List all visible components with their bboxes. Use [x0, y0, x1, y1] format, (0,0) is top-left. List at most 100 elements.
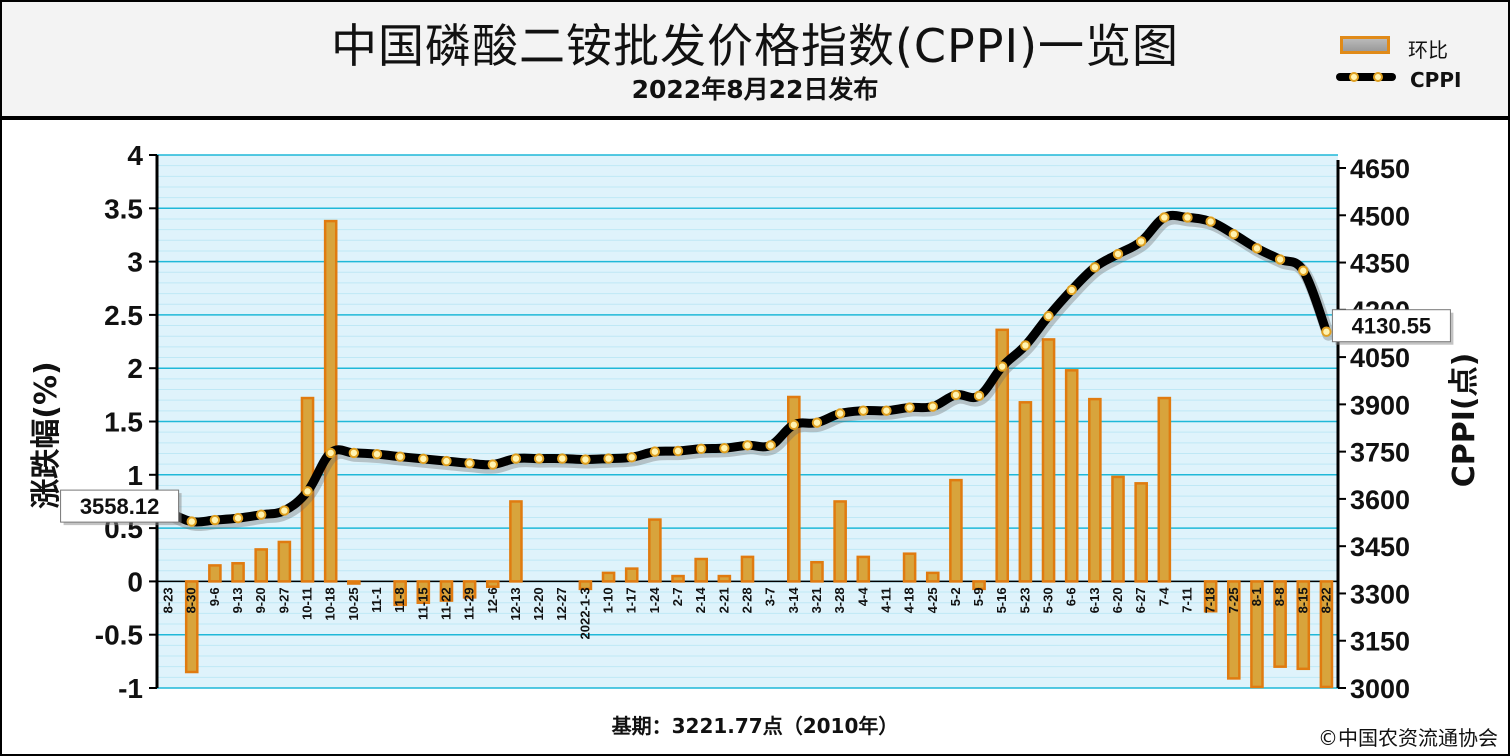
x-tick-label: 12-20: [531, 587, 546, 620]
bar: [323, 219, 338, 583]
bar: [787, 395, 801, 583]
annotation-box: [60, 489, 180, 523]
legend-line-label: CPPI: [1410, 68, 1462, 92]
x-tick-label: 7-25: [1226, 587, 1241, 613]
bar: [578, 580, 593, 591]
bar: [902, 552, 917, 583]
x-tick-label: 9-20: [253, 587, 268, 613]
right-axis-title: CPPI(点): [1447, 353, 1482, 488]
bar: [624, 567, 639, 583]
cppi-point: [557, 453, 568, 464]
cppi-point: [1228, 228, 1239, 240]
cppi-point: [394, 451, 406, 462]
left-axis-tick-label: 4: [127, 140, 143, 171]
x-tick-label: 5-16: [994, 587, 1009, 613]
left-axis-tick-label: -1: [118, 673, 143, 704]
right-axis-tick-label: 3300: [1350, 579, 1410, 609]
cppi-point: [186, 516, 197, 527]
cppi-point: [904, 402, 915, 413]
cppi-point: [973, 390, 985, 402]
bar: [1064, 369, 1079, 583]
cppi-point: [1251, 243, 1263, 254]
cppi-point: [232, 512, 244, 524]
bar: [485, 580, 500, 588]
x-tick-label: 12-6: [485, 587, 500, 613]
bar: [347, 580, 361, 585]
bar: [1088, 397, 1102, 583]
cppi-point: [1112, 248, 1124, 260]
x-tick-label: 4-18: [902, 587, 917, 613]
cppi-point: [1020, 340, 1031, 351]
x-tick-label: 3-14: [786, 587, 801, 614]
cppi-point: [580, 454, 591, 465]
cppi-point: [927, 401, 938, 412]
cppi-point: [371, 448, 383, 460]
cppi-point: [811, 417, 823, 428]
x-tick-label: 7-4: [1156, 587, 1171, 607]
bar: [208, 564, 222, 583]
cppi-point: [510, 453, 522, 464]
x-tick-label: 6-6: [1064, 587, 1079, 606]
right-axis-tick-label: 3000: [1350, 674, 1410, 704]
bar: [810, 560, 824, 583]
left-axis-title: 涨跌幅(%): [29, 361, 64, 508]
cppi-point: [1205, 216, 1216, 227]
legend-bar-label: 环比: [1408, 38, 1448, 62]
cppi-point: [858, 405, 869, 416]
bar: [1250, 580, 1264, 689]
bar: [416, 580, 431, 604]
x-tick-label: 11-15: [415, 587, 430, 620]
plot-band: [157, 261, 1338, 315]
left-axis-tick-label: 1: [127, 460, 143, 491]
annotation-label: 4130.55: [1352, 314, 1432, 339]
cppi-point: [418, 453, 429, 465]
cppi-point: [1182, 212, 1193, 223]
footer-base-period: 基期：3221.77点（2010年）: [611, 714, 899, 738]
x-tick-label: 12-27: [554, 587, 569, 620]
right-axis-tick-label: 3900: [1350, 390, 1410, 420]
x-tick-label: 6-27: [1133, 587, 1148, 613]
right-axis-tick-label: 3600: [1350, 485, 1410, 515]
cppi-point: [1135, 236, 1147, 247]
cppi-point: [765, 440, 776, 451]
left-axis-tick-label: 0: [127, 566, 143, 597]
cppi-point: [302, 486, 313, 497]
plot-band: [157, 634, 1338, 688]
x-tick-label: 1-10: [601, 587, 616, 613]
left-axis-tick-label: -0.5: [95, 620, 143, 651]
cppi-point: [742, 440, 753, 451]
plot-band: [157, 155, 1338, 209]
cppi-point: [1043, 310, 1054, 322]
cppi-point: [695, 443, 707, 454]
cppi-point: [672, 445, 684, 457]
right-axis-tick-label: 4650: [1350, 154, 1410, 184]
x-tick-label: 6-13: [1087, 587, 1102, 613]
x-tick-label: 8-22: [1318, 587, 1333, 613]
cppi-point: [464, 458, 475, 469]
right-axis-tick-label: 3750: [1350, 438, 1410, 468]
bar: [694, 557, 708, 583]
cppi-point: [325, 447, 336, 459]
bar: [462, 580, 477, 599]
bar: [717, 574, 732, 583]
cppi-point: [626, 452, 637, 463]
bar: [1273, 580, 1287, 668]
x-tick-label: 1-17: [624, 587, 639, 613]
x-tick-label: 4-4: [855, 587, 870, 607]
x-tick-label: 8-15: [1295, 587, 1310, 613]
chart-header: [2, 2, 1508, 120]
x-tick-label: 8-30: [184, 587, 199, 613]
x-tick-label: 8-23: [161, 587, 176, 613]
x-tick-label: 1-24: [647, 587, 662, 614]
bar: [393, 580, 407, 607]
cppi-point: [788, 419, 800, 431]
right-axis-tick-label: 4500: [1350, 201, 1410, 231]
x-tick-label: 11-8: [392, 587, 407, 612]
bar: [671, 574, 685, 583]
bar: [277, 540, 292, 583]
left-axis-tick-label: 2: [127, 353, 143, 384]
annotation-box: [1331, 309, 1451, 343]
bar: [509, 500, 523, 583]
bar: [925, 571, 940, 583]
